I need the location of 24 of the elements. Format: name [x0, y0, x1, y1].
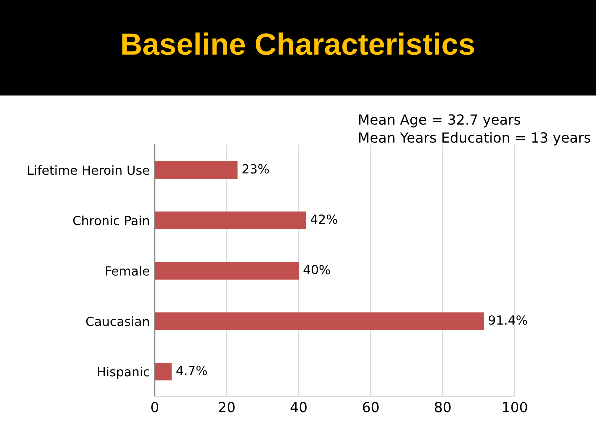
bar: [155, 262, 299, 280]
text: Mean Age = 32.7 years: [359, 114, 520, 128]
y-tick-label: Female: [106, 266, 150, 276]
bar: [155, 362, 172, 381]
bar: [155, 161, 238, 180]
data-label: 42%: [310, 214, 338, 224]
x-tick-label: 80: [435, 402, 451, 413]
data-label: 40%: [304, 265, 330, 275]
y-tick-label: Caucasian: [86, 316, 150, 326]
y-tick-label: Lifetime Heroin Use: [28, 165, 150, 176]
x-tick-label: 0: [151, 402, 158, 413]
annotation: Mean Years Education = 13 years: [359, 132, 591, 146]
bar: [155, 212, 306, 230]
x-tick-label: 100: [503, 402, 528, 413]
y-tick-label: Hispanic: [98, 367, 150, 380]
y-tick-label: Chronic Pain: [73, 216, 150, 226]
data-label: 4.7%: [176, 366, 208, 376]
x-tick-label: 20: [219, 402, 235, 413]
bar: [155, 312, 484, 330]
chart-title: Baseline Characteristics: [122, 32, 474, 56]
x-tick-label: 60: [363, 402, 379, 413]
data-label: 23%: [242, 164, 270, 174]
x-tick-label: 40: [290, 402, 307, 413]
data-label: 91.4%: [488, 316, 528, 326]
